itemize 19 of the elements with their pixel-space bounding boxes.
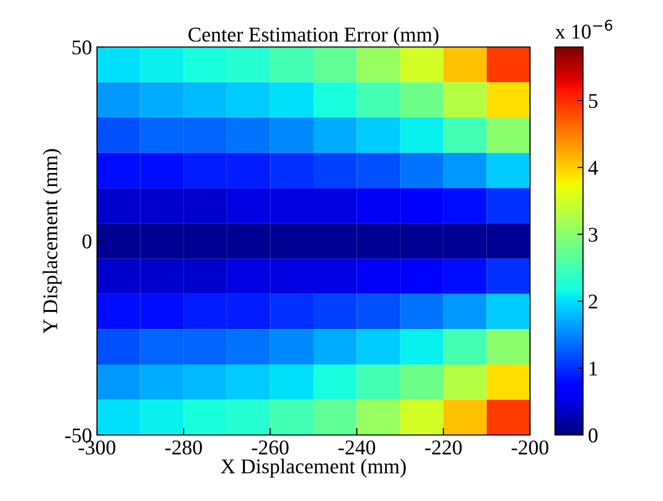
color-bar-label: 5 bbox=[589, 94, 598, 108]
x-tick-label: -280 bbox=[165, 440, 202, 455]
x-tick-label: -260 bbox=[252, 440, 288, 455]
color-bar-label: 3 bbox=[588, 228, 598, 242]
y-tick-label: 50 bbox=[72, 40, 92, 54]
x-tick-label: -220 bbox=[425, 440, 462, 455]
color-bar-label: 1 bbox=[590, 362, 598, 376]
x-tick-label: -200 bbox=[512, 440, 548, 455]
x-axis-title: X Displacement (mm) bbox=[220, 458, 406, 478]
y-tick-label: 0 bbox=[82, 234, 92, 248]
x-tick-label: -300 bbox=[78, 440, 116, 455]
text: x 10$^{−6}$ bbox=[555, 20, 612, 39]
color-bar-label: 0 bbox=[588, 428, 598, 442]
chart-title: Center Estimation Error (mm) bbox=[188, 26, 438, 46]
y-tick-label: -50 bbox=[65, 428, 92, 442]
y-axis-title: Y Displacement (mm) bbox=[42, 149, 62, 334]
x-tick-label: -240 bbox=[338, 440, 376, 455]
color-bar-label: 4 bbox=[588, 160, 598, 175]
color-bar-label: 2 bbox=[588, 294, 598, 308]
